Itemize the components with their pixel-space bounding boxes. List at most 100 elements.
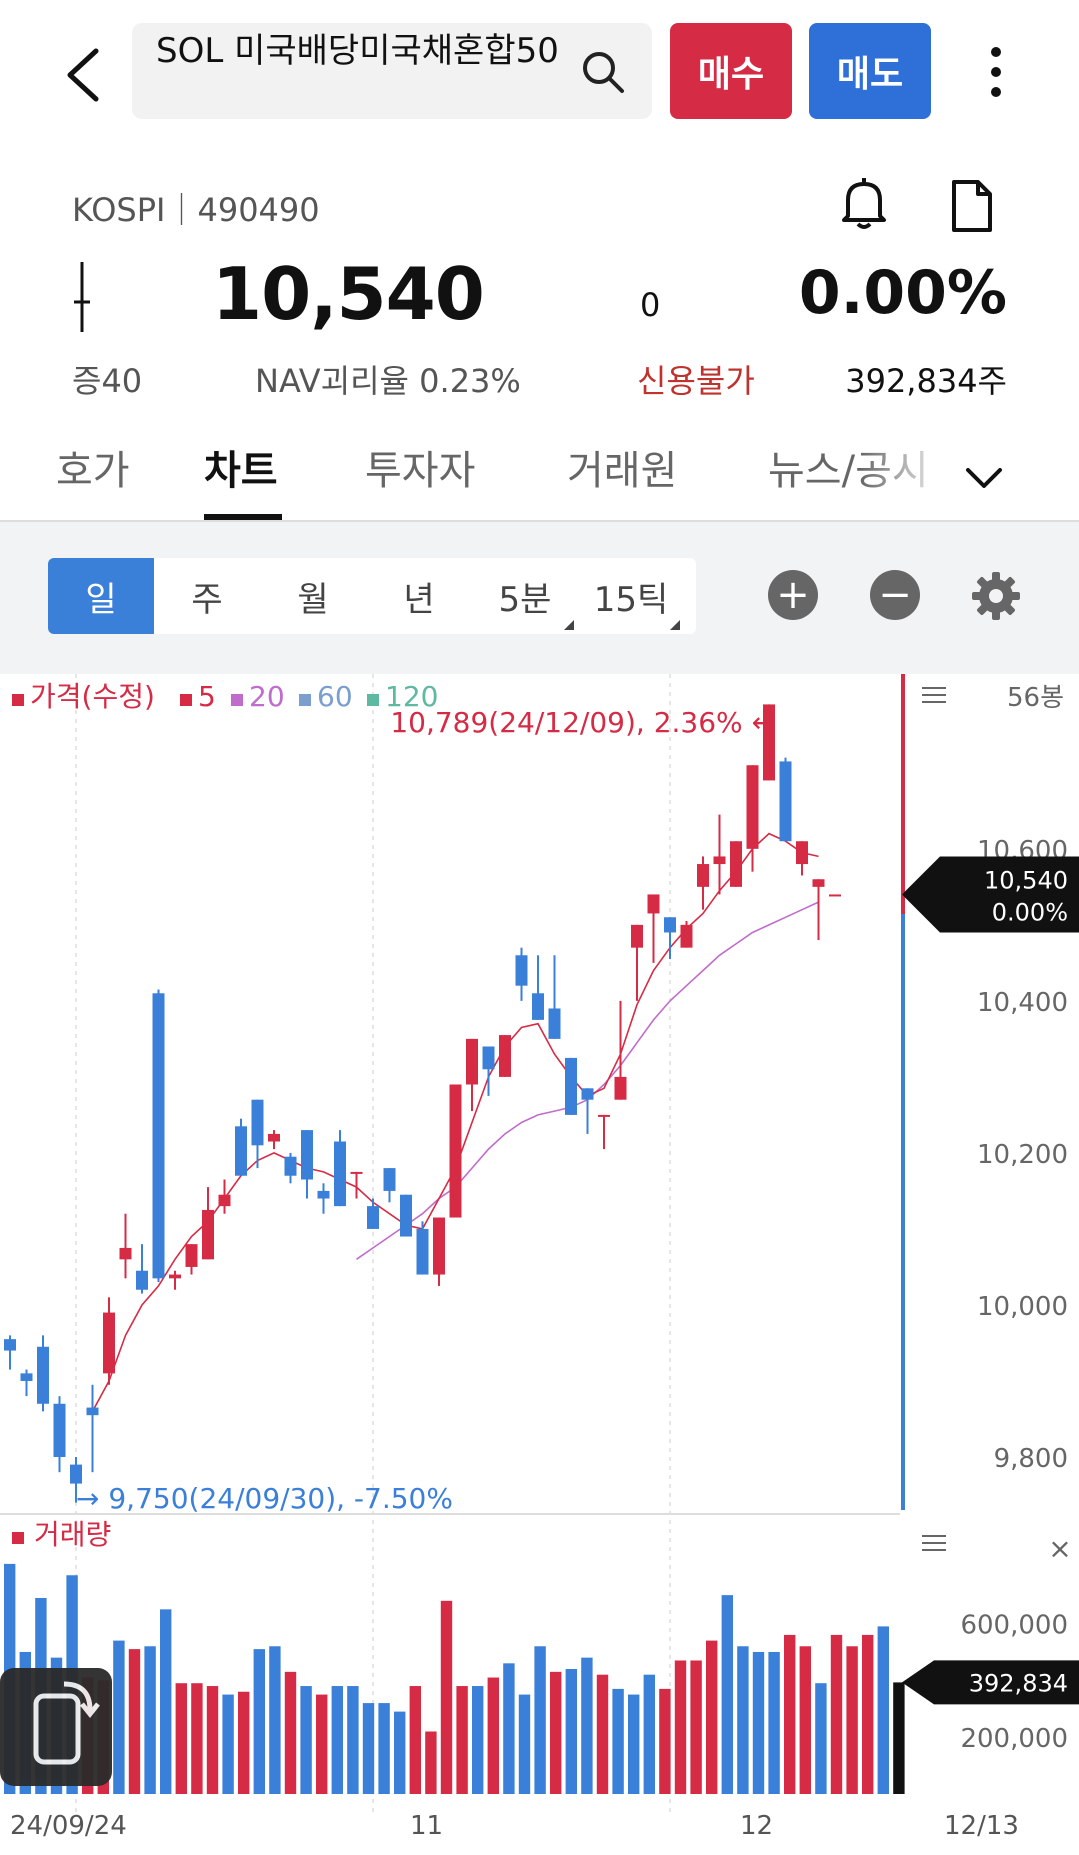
low-annotation: → 9,750(24/09/30), -7.50%	[76, 1482, 453, 1515]
volume-bar	[113, 1640, 125, 1794]
candle-count: 56봉	[1007, 683, 1064, 713]
volume-last-tag	[902, 1660, 1079, 1705]
last-price-label: 10,540	[984, 866, 1068, 894]
stock-name: SOL 미국배당미국채혼합50	[156, 31, 559, 71]
dropdown-corner-icon	[670, 620, 680, 630]
candle-body	[433, 1217, 445, 1275]
price-change: 0	[640, 286, 661, 324]
candle-body	[796, 841, 808, 865]
x-tick-label: 12/13	[944, 1811, 1019, 1841]
rotate-screen-button[interactable]	[0, 1668, 112, 1786]
candle-body	[532, 993, 544, 1020]
tab-orderbook[interactable]: 호가	[56, 448, 130, 494]
margin-rate: 증40	[72, 362, 143, 400]
volume-bar	[191, 1683, 203, 1794]
candle-body	[449, 1084, 462, 1218]
period-week[interactable]: 주	[154, 558, 260, 634]
zoom-in-icon[interactable]: +	[768, 570, 818, 620]
candle-body	[713, 856, 726, 865]
bell-icon[interactable]	[838, 176, 890, 232]
candle-body	[416, 1228, 429, 1275]
candle-body	[367, 1206, 379, 1229]
volume-bar	[160, 1609, 172, 1794]
period-minute[interactable]: 5분	[472, 558, 578, 634]
volume-bar	[643, 1674, 655, 1794]
candle-body	[70, 1464, 82, 1484]
ma20-line	[356, 901, 819, 1260]
y-tick-label: 10,200	[977, 1140, 1068, 1170]
search-bar[interactable]: SOL 미국배당미국채혼합50	[132, 23, 652, 119]
candle-body	[499, 1035, 511, 1077]
candle-body	[152, 993, 165, 1279]
candle-body	[697, 864, 709, 887]
search-icon[interactable]	[580, 49, 626, 95]
volume-bar	[737, 1646, 749, 1794]
volume-bar	[628, 1694, 640, 1794]
candle-body	[466, 1038, 478, 1085]
y-tick-label: 9,800	[994, 1444, 1068, 1474]
volume-bar	[284, 1671, 297, 1794]
volume-bar	[768, 1651, 780, 1794]
volume-bar	[347, 1686, 359, 1794]
candle-body	[400, 1194, 412, 1237]
candle-body	[317, 1190, 330, 1199]
period-year[interactable]: 년	[366, 558, 472, 634]
candlestick-chart[interactable]: 가격(수정) 5 20 60 120 56봉10,60010,40010,20010,00…	[0, 674, 1079, 1855]
volume-bar	[503, 1663, 515, 1794]
volume-bar	[425, 1731, 437, 1794]
volume-bar	[128, 1649, 141, 1794]
candle-body	[251, 1099, 264, 1146]
x-tick-label: 12	[740, 1811, 773, 1841]
candle-body	[598, 1114, 610, 1117]
tab-chart[interactable]: 차트	[204, 448, 278, 494]
volume-bar	[518, 1694, 531, 1794]
candle-body	[664, 917, 676, 933]
buy-button[interactable]: 매수	[670, 23, 792, 119]
volume-bar	[674, 1660, 687, 1794]
volume-bar	[206, 1686, 219, 1794]
back-arrow-icon[interactable]	[60, 45, 110, 105]
legend-swatch	[231, 694, 243, 706]
trade-volume: 392,834주	[845, 362, 1007, 400]
high-annotation: 10,789(24/12/09), 2.36% ←	[390, 706, 775, 739]
tab-bar: 호가 차트 투자자 거래원 뉴스/공시	[0, 430, 1079, 522]
chart-panel[interactable]: 가격(수정) 5 20 60 120 56봉 10,600 10,400 10,200 10,00…	[0, 674, 1079, 1855]
chevron-down-icon[interactable]	[960, 460, 1008, 496]
volume-bar	[409, 1686, 421, 1794]
last-price-tag	[902, 856, 1079, 933]
period-tick-label: 15틱	[593, 579, 669, 620]
zoom-out-icon[interactable]: −	[870, 570, 920, 620]
credit-status: 신용불가	[637, 362, 755, 400]
volume-bar	[238, 1691, 250, 1794]
tab-investor[interactable]: 투자자	[365, 448, 476, 494]
period-day[interactable]: 일	[48, 558, 154, 634]
candle-body	[746, 765, 759, 849]
volume-bar	[456, 1686, 468, 1794]
sell-button[interactable]: 매도	[809, 23, 931, 119]
volume-bar	[253, 1649, 265, 1794]
candle-body	[350, 1171, 363, 1174]
period-tick[interactable]: 15틱	[578, 558, 684, 634]
candle-body	[829, 894, 841, 897]
nav-gap: NAV괴리율 0.23%	[255, 362, 521, 400]
candle-body	[169, 1274, 181, 1279]
period-day-label: 일	[85, 579, 117, 620]
period-month[interactable]: 월	[260, 558, 366, 634]
market-code: KOSPI｜490490	[72, 191, 320, 229]
legend-label: 120	[385, 680, 438, 713]
candle-body	[631, 924, 643, 948]
volume-bar	[487, 1677, 499, 1794]
candle-body	[284, 1156, 297, 1176]
tab-active-indicator	[204, 514, 282, 520]
document-icon[interactable]	[948, 178, 996, 234]
legend-label: 가격(수정)	[30, 680, 155, 713]
volume-bar	[815, 1683, 827, 1794]
candle-body	[482, 1046, 495, 1070]
volume-bar	[534, 1646, 546, 1794]
close-icon: ×	[1048, 1532, 1071, 1565]
gear-icon[interactable]	[970, 570, 1022, 622]
x-tick-label: 24/09/24	[10, 1811, 127, 1841]
legend-label: 20	[249, 680, 285, 713]
tab-broker[interactable]: 거래원	[567, 448, 678, 494]
more-icon[interactable]	[978, 42, 1014, 102]
